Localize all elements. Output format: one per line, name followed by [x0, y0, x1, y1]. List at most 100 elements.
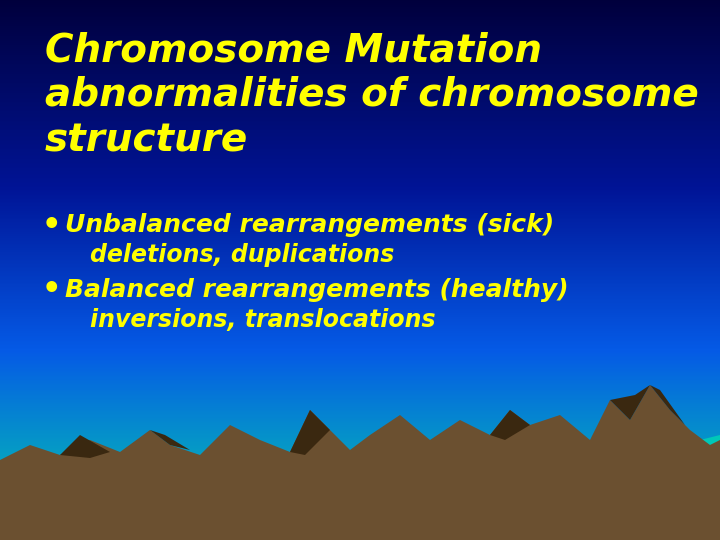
Bar: [0, 51, 720, 54]
Bar: [0, 52, 720, 56]
Bar: [0, 368, 720, 372]
Bar: [0, 207, 720, 211]
Bar: [0, 145, 720, 149]
Bar: [0, 438, 720, 442]
Bar: [0, 269, 720, 273]
Bar: [0, 286, 720, 289]
Bar: [0, 441, 720, 444]
Bar: [0, 245, 720, 248]
Bar: [0, 494, 720, 497]
Bar: [0, 496, 720, 500]
Bar: [0, 372, 720, 375]
Bar: [0, 527, 720, 530]
Bar: [0, 514, 720, 517]
Polygon shape: [490, 410, 530, 440]
Bar: [0, 251, 720, 254]
Bar: [0, 154, 720, 158]
Bar: [0, 522, 720, 525]
Bar: [0, 187, 720, 191]
Bar: [0, 338, 720, 341]
Bar: [0, 453, 720, 456]
Bar: [0, 121, 720, 124]
Bar: [0, 381, 720, 384]
Bar: [0, 233, 720, 237]
Bar: [0, 132, 720, 135]
Bar: [0, 518, 720, 521]
Bar: [0, 529, 720, 532]
Bar: [0, 279, 720, 282]
Bar: [0, 40, 720, 43]
Bar: [0, 1, 720, 4]
Bar: [0, 389, 720, 393]
Bar: [0, 424, 720, 428]
Bar: [0, 84, 720, 87]
Bar: [0, 172, 720, 176]
Text: •: •: [42, 211, 61, 240]
Bar: [0, 29, 720, 32]
Bar: [0, 477, 720, 481]
Bar: [0, 484, 720, 487]
Bar: [0, 272, 720, 275]
Bar: [0, 181, 720, 185]
Bar: [0, 335, 720, 339]
Bar: [0, 119, 720, 123]
Bar: [0, 480, 720, 483]
Bar: [0, 67, 720, 70]
Bar: [0, 414, 720, 417]
Text: Balanced rearrangements (healthy): Balanced rearrangements (healthy): [65, 278, 569, 302]
Bar: [0, 327, 720, 330]
Bar: [0, 210, 720, 213]
Bar: [0, 41, 720, 45]
Bar: [0, 291, 720, 294]
Bar: [0, 470, 720, 474]
Bar: [0, 472, 720, 475]
Bar: [0, 399, 720, 402]
Bar: [0, 78, 720, 81]
Bar: [0, 391, 720, 394]
Bar: [0, 278, 720, 281]
Bar: [0, 367, 720, 370]
Bar: [0, 24, 720, 27]
Bar: [0, 448, 720, 451]
Bar: [0, 305, 720, 308]
Bar: [0, 230, 720, 233]
Bar: [0, 253, 720, 256]
Bar: [0, 130, 720, 134]
Bar: [0, 434, 720, 437]
Bar: [0, 109, 720, 112]
Bar: [0, 110, 720, 113]
Bar: [0, 364, 720, 367]
Bar: [0, 413, 720, 416]
Bar: [0, 446, 720, 449]
Bar: [0, 234, 720, 238]
Bar: [0, 146, 720, 150]
Bar: [0, 421, 720, 424]
Bar: [0, 190, 720, 193]
Bar: [0, 206, 720, 209]
Bar: [0, 464, 720, 467]
Polygon shape: [610, 385, 650, 420]
Bar: [0, 288, 720, 292]
Bar: [0, 515, 720, 518]
Bar: [0, 456, 720, 459]
Bar: [0, 218, 720, 221]
Bar: [0, 244, 720, 247]
Bar: [0, 502, 720, 505]
Bar: [0, 105, 720, 108]
Bar: [0, 396, 720, 400]
Bar: [0, 126, 720, 130]
Bar: [0, 332, 720, 335]
Bar: [0, 98, 720, 102]
Bar: [0, 235, 720, 239]
Bar: [0, 219, 720, 222]
Bar: [0, 450, 720, 454]
Bar: [0, 5, 720, 8]
Bar: [0, 354, 720, 357]
Bar: [0, 313, 720, 316]
Bar: [0, 149, 720, 152]
Bar: [0, 403, 720, 406]
Bar: [0, 252, 720, 255]
Bar: [0, 137, 720, 140]
Bar: [0, 107, 720, 111]
Polygon shape: [150, 430, 190, 450]
